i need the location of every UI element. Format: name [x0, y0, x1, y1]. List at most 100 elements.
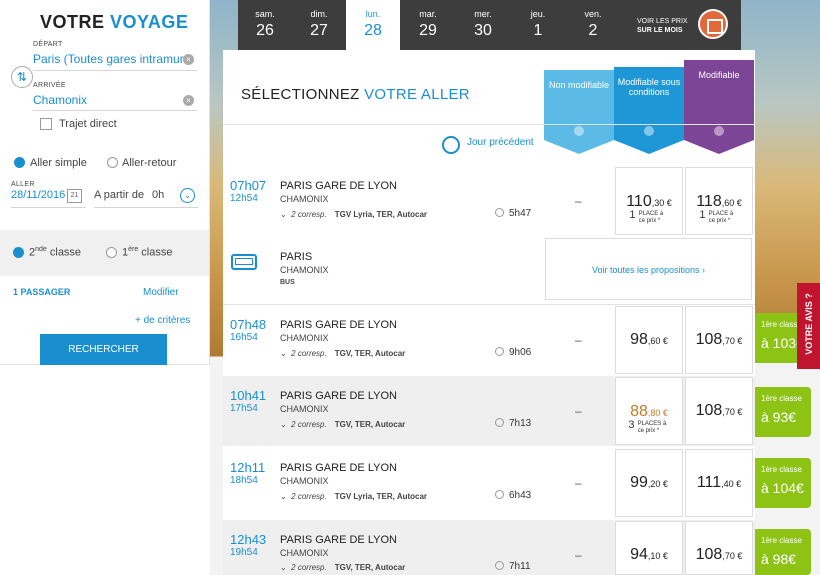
price-modifiable[interactable]: 118,60 € 1 PLACE à ce prix * — [685, 167, 753, 235]
origin-station: PARIS GARE DE LYON — [280, 462, 397, 474]
price-modifiable[interactable]: 108,70 € — [685, 377, 753, 445]
calendar-month-icon[interactable] — [698, 9, 728, 39]
arrival-time: 16h54 — [230, 332, 258, 343]
from-hour-select[interactable]: 0h — [152, 189, 165, 201]
class2-radio[interactable] — [13, 247, 24, 258]
class2-label: 2nde classe — [29, 246, 82, 259]
day-tab-28-selected[interactable]: lun. 28 — [346, 0, 400, 50]
fare-header-nonmodifiable: Non modifiable — [544, 70, 614, 154]
class1-radio[interactable] — [106, 247, 117, 258]
bus-mode: BUS — [280, 279, 295, 286]
fare-header-modifiable: Modifiable — [684, 60, 754, 154]
outbound-date-input[interactable]: 28/11/2016 — [11, 189, 66, 201]
fare-header-modifiable-conditions: Modifiable sous conditions — [614, 67, 684, 154]
direct-checkbox[interactable] — [40, 118, 52, 130]
feedback-tab[interactable]: VOTRE AVIS ? — [797, 283, 820, 369]
departure-time: 07h48 — [230, 317, 267, 332]
price-modifiable[interactable]: 111,40 € — [685, 449, 753, 517]
hour-underline — [94, 207, 198, 208]
trip-row[interactable]: 07h07 12h54 PARIS GARE DE LYON CHAMONIX … — [223, 166, 755, 236]
search-button[interactable]: RECHERCHER — [40, 334, 167, 365]
nonmodifiable-price-unavailable: – — [575, 476, 582, 490]
departure-underline — [33, 70, 197, 71]
more-criteria-link[interactable]: + de critères — [135, 315, 191, 326]
arrival-input[interactable]: Chamonix — [33, 93, 88, 107]
price-modifiable-conditions[interactable]: 110,30 € 1 PLACE à ce prix * — [615, 167, 683, 235]
connections-info[interactable]: ⌄ 2 corresp. TGV, TER, Autocar — [280, 420, 406, 429]
trip-duration: 7h11 — [495, 561, 531, 572]
fare-info-icon[interactable] — [644, 126, 654, 136]
clear-arrival-icon[interactable]: × — [183, 95, 194, 106]
destination-station: CHAMONIX — [280, 333, 329, 343]
clear-departure-icon[interactable]: × — [183, 54, 194, 65]
passenger-count: 1 PASSAGER — [13, 287, 71, 297]
divider — [223, 304, 755, 305]
class-band — [0, 230, 209, 276]
fare-info-icon[interactable] — [574, 126, 584, 136]
first-class-upsell-button[interactable]: 1ère classe à 104€ — [755, 458, 811, 508]
arrival-time: 19h54 — [230, 547, 258, 558]
modify-passengers-link[interactable]: Modifier — [143, 287, 179, 298]
price-modifiable-conditions[interactable]: 98,60 € — [615, 306, 683, 374]
trip-duration: 9h06 — [495, 347, 531, 358]
hour-dropdown-icon[interactable]: ⌄ — [180, 188, 195, 203]
connections-info[interactable]: ⌄ 2 corresp. TGV, TER, Autocar — [280, 349, 406, 358]
day-tab-2[interactable]: ven. 2 — [584, 9, 602, 39]
return-radio[interactable] — [107, 157, 118, 168]
fare-info-icon[interactable] — [714, 126, 724, 136]
trip-duration: 7h13 — [495, 418, 531, 429]
see-all-offers-link[interactable]: Voir toutes les propositions › — [545, 238, 752, 300]
price-modifiable-conditions[interactable]: 88,80 € 3 PLACES à ce prix * — [615, 377, 683, 445]
bus-origin: PARIS — [280, 251, 313, 263]
price-modifiable[interactable]: 108,70 € — [685, 521, 753, 575]
return-label: Aller-retour — [122, 157, 177, 169]
arrival-time: 18h54 — [230, 475, 258, 486]
day-tab-26[interactable]: sam. 26 — [255, 9, 275, 39]
sidebar-title: VOTRE VOYAGE — [40, 12, 189, 32]
trip-row[interactable]: 12h11 18h54 PARIS GARE DE LYON CHAMONIX … — [223, 448, 755, 518]
origin-station: PARIS GARE DE LYON — [280, 180, 397, 192]
arrival-label: ARRIVÉE — [33, 82, 66, 89]
origin-station: PARIS GARE DE LYON — [280, 390, 397, 402]
day-tab-30[interactable]: mer. 30 — [474, 9, 492, 39]
price-modifiable-conditions[interactable]: 99,20 € — [615, 449, 683, 517]
nonmodifiable-price-unavailable: – — [575, 548, 582, 562]
trip-row[interactable]: 10h41 17h54 PARIS GARE DE LYON CHAMONIX … — [223, 376, 755, 446]
arrival-time: 12h54 — [230, 193, 258, 204]
nonmodifiable-price-unavailable: – — [575, 194, 582, 208]
trip-duration: 5h47 — [495, 208, 531, 219]
direct-label: Trajet direct — [59, 118, 117, 130]
departure-input[interactable]: Paris (Toutes gares intramuros) — [33, 52, 185, 66]
connections-info[interactable]: ⌄ 2 corresp. TGV Lyria, TER, Autocar — [280, 492, 428, 501]
price-modifiable[interactable]: 108,70 € — [685, 306, 753, 374]
one-way-radio[interactable] — [14, 157, 25, 168]
first-class-upsell-button[interactable]: 1ère classe à 93€ — [755, 387, 811, 437]
destination-station: CHAMONIX — [280, 194, 329, 204]
swap-stations-icon[interactable]: ⇅ — [11, 66, 33, 88]
trip-row[interactable]: 12h43 19h54 PARIS GARE DE LYON CHAMONIX … — [223, 520, 755, 575]
date-strip: sam. 26 dim. 27 lun. 28 mar. 29 mer. 30 jeu. 1… — [238, 0, 741, 50]
one-way-label: Aller simple — [30, 157, 87, 169]
month-prices-link[interactable]: VOIR LES PRIX SUR LE MOIS — [637, 18, 688, 34]
calendar-icon[interactable]: 21 — [67, 189, 82, 203]
first-class-upsell-button[interactable]: 1ère classe à 98€ — [755, 529, 811, 575]
connections-info[interactable]: ⌄ 2 corresp. TGV Lyria, TER, Autocar — [280, 210, 428, 219]
bus-destination: CHAMONIX — [280, 265, 329, 275]
results-panel: SÉLECTIONNEZ VOTRE ALLER Non modifiable … — [223, 50, 755, 575]
nonmodifiable-price-unavailable: – — [575, 404, 582, 418]
destination-station: CHAMONIX — [280, 476, 329, 486]
nonmodifiable-price-unavailable: – — [575, 333, 582, 347]
from-hour-label: A partir de — [94, 189, 145, 201]
day-tab-1[interactable]: jeu. 1 — [530, 9, 546, 39]
trip-row[interactable]: 07h48 16h54 PARIS GARE DE LYON CHAMONIX … — [223, 305, 755, 375]
day-tab-29[interactable]: mar. 29 — [419, 9, 437, 39]
destination-station: CHAMONIX — [280, 548, 329, 558]
bus-icon — [231, 254, 257, 270]
connections-info[interactable]: ⌄ 2 corresp. TGV, TER, Autocar — [280, 563, 406, 572]
previous-day-link[interactable]: Jour précédent — [467, 137, 534, 148]
departure-time: 10h41 — [230, 388, 267, 403]
divider — [223, 124, 755, 125]
price-modifiable-conditions[interactable]: 94,10 € — [615, 521, 683, 575]
day-tab-27[interactable]: dim. 27 — [310, 9, 328, 39]
panel-title: SÉLECTIONNEZ VOTRE ALLER — [241, 86, 470, 103]
